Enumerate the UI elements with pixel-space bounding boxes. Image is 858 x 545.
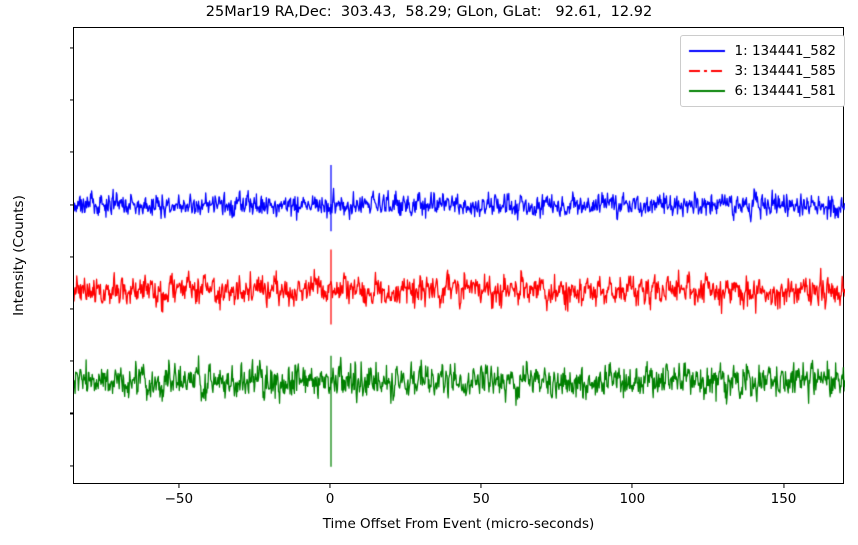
y-tick-mark bbox=[69, 465, 74, 467]
y-tick-mark bbox=[69, 360, 74, 362]
x-tick-label: −50 bbox=[164, 491, 194, 507]
x-tick-label: 150 bbox=[770, 491, 797, 507]
legend-line-swatch bbox=[687, 64, 726, 78]
y-tick-mark bbox=[69, 256, 74, 258]
y-tick-mark bbox=[69, 204, 74, 206]
legend-label: 6: 134441_581 bbox=[734, 83, 836, 99]
y-tick-mark bbox=[69, 412, 74, 415]
x-tick-label: 100 bbox=[619, 491, 646, 507]
x-tick-mark bbox=[178, 484, 180, 488]
y-tick-mark bbox=[69, 47, 74, 49]
x-axis-label: Time Offset From Event (micro-seconds) bbox=[322, 516, 595, 532]
legend: 1: 134441_582 3: 134441_585 6: 134441_581 bbox=[679, 35, 845, 107]
legend-label: 3: 134441_585 bbox=[734, 63, 836, 79]
x-tick-mark bbox=[631, 484, 633, 488]
legend-item[interactable]: 3: 134441_585 bbox=[687, 61, 836, 81]
x-tick-mark bbox=[480, 484, 482, 488]
x-tick-mark bbox=[329, 484, 331, 488]
legend-label: 1: 134441_582 bbox=[734, 43, 836, 59]
y-tick-mark bbox=[69, 151, 74, 153]
legend-line-swatch bbox=[687, 84, 726, 98]
x-tick-label: 0 bbox=[325, 491, 335, 507]
legend-line-swatch bbox=[687, 44, 726, 58]
plot-title: 25Mar19 RA,Dec: 303.43, 58.29; GLon, GLa… bbox=[205, 4, 653, 20]
y-tick-mark bbox=[69, 99, 74, 101]
y-axis-label: Intensity (Counts) bbox=[11, 195, 27, 316]
y-tick-mark bbox=[69, 308, 74, 310]
legend-item[interactable]: 6: 134441_581 bbox=[687, 81, 836, 101]
x-tick-label: 50 bbox=[472, 491, 490, 507]
legend-item[interactable]: 1: 134441_582 bbox=[687, 41, 836, 61]
x-tick-mark bbox=[782, 484, 785, 488]
